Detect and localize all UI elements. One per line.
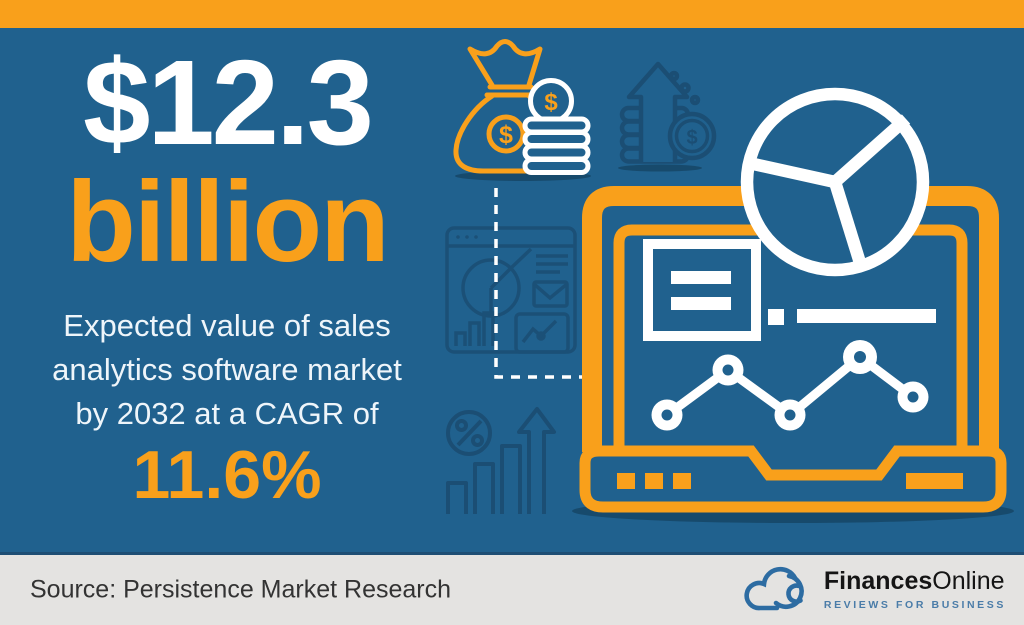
growth-coin-dollar-symbol: $	[686, 127, 697, 149]
analytics-window-icon	[445, 226, 577, 354]
brand-text: FinancesOnline REVIEWS FOR BUSINESS	[823, 569, 1006, 612]
laptop-screen-inner-frame	[613, 224, 968, 452]
laptop-base	[579, 445, 1007, 513]
stat-unit: billion	[66, 159, 390, 287]
top-accent-bar	[0, 0, 1024, 28]
money-bag-dollar-symbol: $	[499, 121, 513, 149]
money-bag-icon: $	[453, 39, 565, 174]
stat-description-line-1: Expected value of sales	[63, 307, 391, 343]
source-attribution: Source: Persistence Market Research	[30, 575, 452, 604]
laptop-screen-outer-frame	[582, 186, 999, 452]
laptop-icon	[572, 186, 1014, 523]
growth-coins-shadow	[618, 164, 702, 172]
cloud-logo-icon	[744, 566, 804, 611]
dashed-connector-line	[494, 188, 585, 379]
brand-name: FinancesOnline	[824, 569, 1006, 594]
growth-coins-icon: $	[619, 61, 717, 164]
stat-cagr-value: 11.6%	[132, 436, 322, 513]
brand-logo: FinancesOnline REVIEWS FOR BUSINESS	[743, 563, 1006, 617]
brand-tagline: REVIEWS FOR BUSINESS	[823, 599, 1006, 611]
stat-value: $12.3	[83, 34, 374, 170]
laptop-shadow	[572, 499, 1014, 523]
footer-bar: Source: Persistence Market Research Fina…	[0, 552, 1024, 625]
stat-description-line-3: by 2032 at a CAGR of	[75, 395, 379, 431]
stat-description: Expected value of sales analytics softwa…	[6, 304, 448, 436]
coin-stack-dollar-symbol: $	[544, 89, 558, 116]
stat-description-line-2: analytics software market	[52, 351, 402, 387]
money-bag-shadow	[455, 171, 591, 181]
percent-growth-icon	[446, 407, 556, 514]
line-chart-icon	[651, 340, 929, 431]
pie-chart-icon	[740, 87, 930, 277]
stat-block: $12.3 billion Expected value of sales an…	[6, 34, 448, 513]
coin-stack-icon: $	[522, 78, 591, 175]
dashboard-panel-icon	[643, 239, 936, 341]
laptop-base-keys	[617, 473, 963, 489]
brand-name-bold: Finances	[823, 567, 933, 595]
brand-name-light: Online	[932, 567, 1005, 595]
